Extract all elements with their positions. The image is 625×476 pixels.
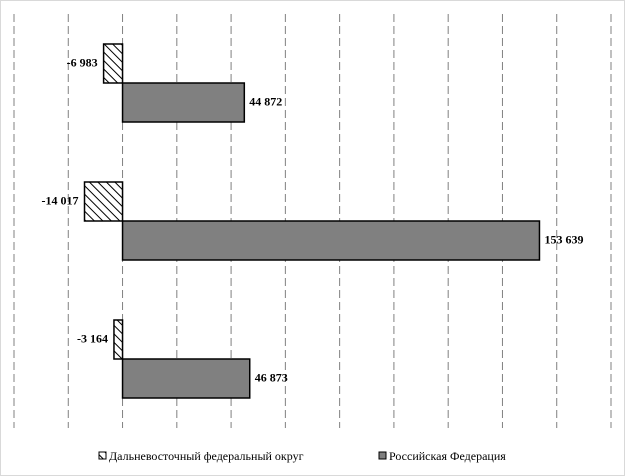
data-label: -6 983	[67, 55, 98, 69]
legend-label: Дальневосточный федеральный округ	[109, 449, 304, 463]
bar	[102, 43, 124, 84]
data-label: -14 017	[42, 193, 79, 207]
legend-label: Российская Федерация	[389, 449, 506, 463]
data-label: 44 872	[249, 94, 282, 108]
data-label: 153 639	[544, 232, 583, 246]
legend-swatch	[98, 451, 107, 460]
bar	[121, 358, 251, 399]
bar	[121, 82, 246, 123]
data-label: -3 164	[77, 331, 108, 345]
bar	[83, 181, 124, 222]
bar	[113, 319, 124, 360]
data-label: 46 873	[255, 370, 288, 384]
legend-swatch	[378, 451, 387, 460]
bar	[121, 220, 541, 261]
